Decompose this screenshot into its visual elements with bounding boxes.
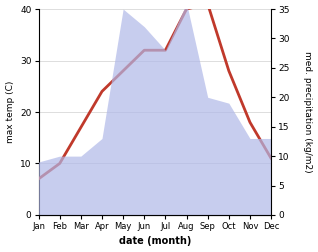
X-axis label: date (month): date (month) [119, 236, 191, 246]
Y-axis label: med. precipitation (kg/m2): med. precipitation (kg/m2) [303, 51, 313, 173]
Y-axis label: max temp (C): max temp (C) [5, 81, 15, 143]
